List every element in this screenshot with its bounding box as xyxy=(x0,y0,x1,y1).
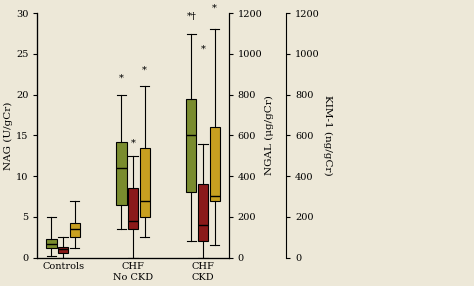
Text: *: * xyxy=(212,4,217,13)
Text: *: * xyxy=(201,45,205,54)
Bar xyxy=(186,99,196,192)
Y-axis label: NAG (U/gCr): NAG (U/gCr) xyxy=(4,101,13,170)
Y-axis label: NGAL (μg/gCr): NGAL (μg/gCr) xyxy=(265,96,274,175)
Bar xyxy=(210,127,220,200)
Text: *: * xyxy=(119,74,124,82)
Bar xyxy=(139,148,150,217)
Bar xyxy=(116,142,127,204)
Text: *†: *† xyxy=(186,12,196,21)
Bar xyxy=(198,184,208,241)
Bar xyxy=(58,247,68,253)
Y-axis label: KIM-1 (ng/gCr): KIM-1 (ng/gCr) xyxy=(322,95,332,176)
Bar xyxy=(128,188,138,229)
Bar xyxy=(46,239,56,248)
Text: *: * xyxy=(131,139,136,148)
Bar xyxy=(70,223,80,237)
Text: *: * xyxy=(142,65,147,74)
